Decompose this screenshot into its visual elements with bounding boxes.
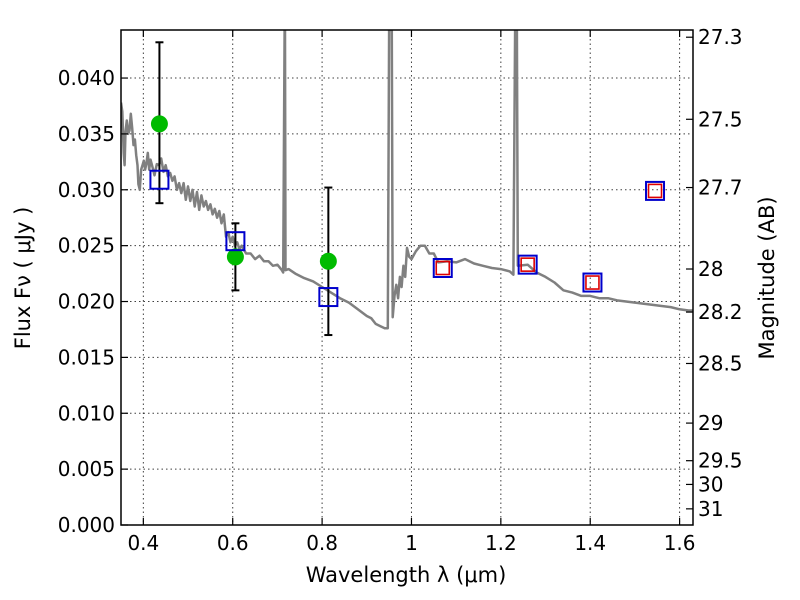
plot-area xyxy=(121,30,693,330)
x-tick-label: 0.4 xyxy=(127,531,159,555)
model-flux-square xyxy=(225,231,246,252)
y-tick-label: 0.015 xyxy=(58,345,115,369)
model-flux-square xyxy=(517,254,538,275)
x-tick-label: 1.4 xyxy=(574,531,606,555)
y-tick-label: 0.005 xyxy=(58,457,115,481)
y-tick-label: 0.020 xyxy=(58,290,115,314)
grid xyxy=(121,30,693,526)
nir-flux-square xyxy=(585,275,600,290)
observed-flux-point xyxy=(226,248,244,266)
x-tick-label: 1.2 xyxy=(485,531,517,555)
y-tick-label: 0.000 xyxy=(58,513,115,537)
y-tick-label: 0.035 xyxy=(58,122,115,146)
nir-flux-square xyxy=(520,257,535,272)
observed-flux-point xyxy=(319,252,337,270)
model-flux-square xyxy=(582,272,603,293)
model-flux-square xyxy=(149,169,170,190)
y-tick-label: 0.040 xyxy=(58,66,115,90)
y-tick-label: 0.010 xyxy=(58,401,115,425)
model-flux-square xyxy=(432,258,453,279)
tick-labels: 0.4 0.6 0.8 1 1.2 1.4 1.6 0.000 0.005 0.010 0.015 0… xyxy=(58,25,743,555)
y2-axis-label: Magnitude (AB) xyxy=(755,196,779,359)
magnitude-tick-label: 27.5 xyxy=(698,107,743,131)
plot-frame xyxy=(120,29,694,526)
model-flux-square xyxy=(645,180,666,201)
x-tick-label: 0.8 xyxy=(306,531,338,555)
x-tick-label: 1 xyxy=(405,531,418,555)
model-flux-square xyxy=(318,287,339,308)
x-tick-label: 1.6 xyxy=(664,531,696,555)
y-tick-label: 0.025 xyxy=(58,234,115,258)
markers xyxy=(149,41,666,337)
magnitude-tick-label: 31 xyxy=(698,497,723,521)
x-tick-label: 0.6 xyxy=(217,531,249,555)
observed-flux-point xyxy=(150,115,168,133)
magnitude-tick-label: 28 xyxy=(698,257,723,281)
x-axis-label: Wavelength λ (μm) xyxy=(306,563,507,587)
model-sed-curve xyxy=(121,30,693,330)
nir-flux-square xyxy=(647,183,663,199)
nir-flux-square xyxy=(435,260,451,276)
y-tick-label: 0.030 xyxy=(58,178,115,202)
magnitude-tick-label: 28.5 xyxy=(698,351,743,375)
magnitude-tick-label: 30 xyxy=(698,472,723,496)
magnitude-tick-label: 27.7 xyxy=(698,176,743,200)
y-axis-label: Flux Fν ( μJy ) xyxy=(11,207,35,350)
axis-ticks xyxy=(121,30,693,526)
magnitude-tick-label: 29.5 xyxy=(698,449,743,473)
magnitude-tick-label: 27.3 xyxy=(698,25,743,49)
magnitude-tick-label: 29 xyxy=(698,411,723,435)
magnitude-tick-label: 28.2 xyxy=(698,300,743,324)
